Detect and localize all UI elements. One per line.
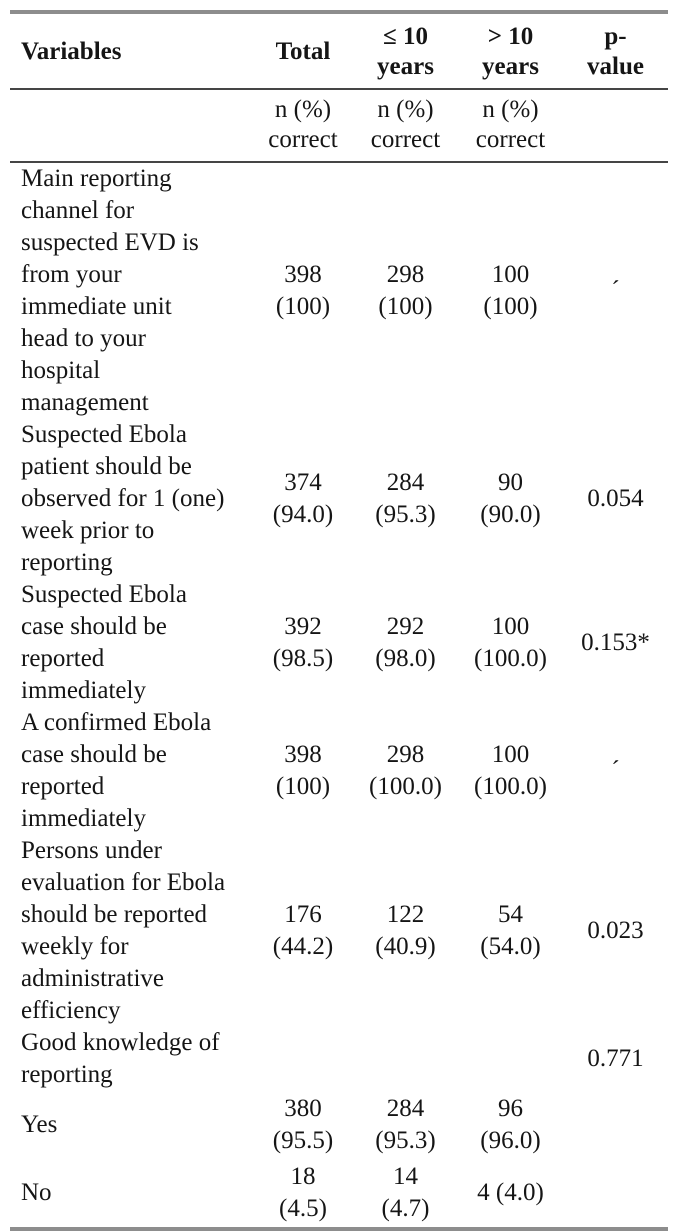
subheader-gt10-n-percent-correct: n (%) correct bbox=[475, 96, 546, 153]
knowledge-of-reporting-table-container: Variables Total ≤ 10 years > 10 years p-… bbox=[10, 10, 668, 1231]
table-row-suspected-case-reported-immediately: Suspected Ebola case should be reported … bbox=[10, 579, 668, 707]
cell-total: 18 (4.5) bbox=[279, 1163, 327, 1222]
cell-p-value: 0.023 bbox=[587, 917, 644, 944]
table-row-suspected-patient-observed: Suspected Ebola patient should be observ… bbox=[10, 419, 668, 579]
cell-gt10-years: 100 (100.0) bbox=[474, 741, 547, 800]
cell-total: 374 (94.0) bbox=[272, 469, 334, 528]
table-row-no: No 18 (4.5) 14 (4.7) 4 (4.0) bbox=[10, 1159, 668, 1229]
cell-le10-years: 284 (95.3) bbox=[375, 469, 436, 528]
knowledge-of-reporting-table: Variables Total ≤ 10 years > 10 years p-… bbox=[10, 10, 668, 1231]
subheader-le10-n-percent-correct: n (%) correct bbox=[370, 96, 441, 153]
cell-le10-years: 14 (4.7) bbox=[381, 1163, 430, 1222]
cell-p-value: 0.771 bbox=[587, 1045, 644, 1072]
table-row-persons-under-evaluation: Persons under evaluation for Ebola shoul… bbox=[10, 835, 668, 1027]
table-header-row: Variables Total ≤ 10 years > 10 years p-… bbox=[10, 12, 668, 89]
cell-p-value bbox=[563, 1159, 668, 1229]
cell-le10-years bbox=[353, 1027, 458, 1091]
cell-gt10-years: 4 (4.0) bbox=[477, 1179, 544, 1206]
table-row-good-knowledge-of-reporting: Good knowledge of reporting 0.771 bbox=[10, 1027, 668, 1091]
cell-variable: Good knowledge of reporting bbox=[21, 1029, 220, 1088]
cell-gt10-years: 90 (90.0) bbox=[480, 469, 541, 528]
cell-le10-years: 284 (95.3) bbox=[375, 1095, 436, 1154]
cell-total: 398 (100) bbox=[275, 741, 331, 800]
cell-total: 392 (98.5) bbox=[272, 613, 334, 672]
col-header-total: Total bbox=[275, 38, 331, 65]
cell-total bbox=[253, 1027, 353, 1091]
cell-variable: Suspected Ebola patient should be observ… bbox=[21, 421, 225, 576]
table-row-main-reporting-channel: Main reporting channel for suspected EVD… bbox=[10, 162, 668, 419]
subheader-empty-variables bbox=[10, 89, 253, 162]
table-subheader-row: n (%) correct n (%) correct n (%) correc… bbox=[10, 89, 668, 162]
cell-variable: Yes bbox=[21, 1111, 58, 1138]
subheader-empty-p-value bbox=[563, 89, 668, 162]
cell-p-value: 0.054 bbox=[587, 485, 644, 512]
cell-variable: No bbox=[21, 1179, 52, 1206]
cell-gt10-years: 100 (100.0) bbox=[474, 613, 547, 672]
cell-total: 380 (95.5) bbox=[272, 1095, 334, 1154]
subheader-total-n-percent-correct: n (%) correct bbox=[268, 96, 338, 153]
cell-gt10-years: 100 (100) bbox=[483, 261, 538, 320]
table-row-yes: Yes 380 (95.5) 284 (95.3) 96 (96.0) bbox=[10, 1091, 668, 1159]
cell-le10-years: 298 (100) bbox=[378, 261, 433, 320]
cell-gt10-years bbox=[458, 1027, 563, 1091]
cell-variable: Persons under evaluation for Ebola shoul… bbox=[21, 837, 226, 1024]
table-row-confirmed-case-reported-immediately: A confirmed Ebola case should be reporte… bbox=[10, 707, 668, 835]
cell-p-value bbox=[563, 1091, 668, 1159]
cell-p-value: ´ bbox=[611, 277, 620, 304]
cell-p-value: ´ bbox=[611, 757, 620, 784]
cell-le10-years: 292 (98.0) bbox=[375, 613, 436, 672]
cell-variable: Main reporting channel for suspected EVD… bbox=[21, 165, 199, 416]
cell-le10-years: 298 (100.0) bbox=[369, 741, 442, 800]
cell-variable: A confirmed Ebola case should be reporte… bbox=[21, 709, 212, 832]
col-header-variables: Variables bbox=[21, 38, 122, 65]
cell-total: 398 (100) bbox=[275, 261, 331, 320]
cell-gt10-years: 54 (54.0) bbox=[480, 901, 541, 960]
cell-variable: Suspected Ebola case should be reported … bbox=[21, 581, 187, 704]
cell-total: 176 (44.2) bbox=[272, 901, 334, 960]
cell-le10-years: 122 (40.9) bbox=[375, 901, 436, 960]
cell-gt10-years: 96 (96.0) bbox=[480, 1095, 541, 1154]
cell-p-value: 0.153* bbox=[581, 629, 650, 656]
col-header-gt10-years: > 10 years bbox=[482, 23, 539, 80]
col-header-p-value: p- value bbox=[587, 23, 644, 80]
col-header-le10-years: ≤ 10 years bbox=[377, 23, 434, 80]
